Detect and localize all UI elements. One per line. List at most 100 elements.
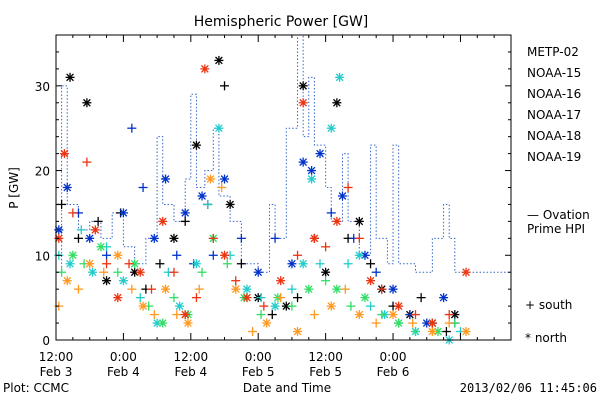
footer-plot-credit: Plot: CCMC xyxy=(3,381,69,395)
noaa-15-south-point xyxy=(102,250,112,260)
noaa-19-north-point xyxy=(242,293,252,303)
noaa-15-south-point xyxy=(138,183,148,192)
noaa-19-south-point xyxy=(354,233,364,243)
noaa-16-south-point xyxy=(315,259,325,269)
metp-02-south-point xyxy=(293,293,303,303)
legend-north-marker: * north xyxy=(525,331,567,345)
noaa-19-south-point xyxy=(343,183,353,192)
noaa-19-south-point xyxy=(68,208,78,218)
metp-02-south-point xyxy=(416,293,426,303)
noaa-18-south-point xyxy=(172,310,182,320)
noaa-17-north-point xyxy=(158,318,168,328)
noaa-15-north-point xyxy=(388,284,398,294)
x-tick-label-date: Feb 5 xyxy=(309,365,342,379)
noaa-15-south-point xyxy=(326,208,336,218)
noaa-18-north-point xyxy=(427,327,437,337)
noaa-18-south-point xyxy=(127,284,137,294)
noaa-19-north-point xyxy=(90,225,100,235)
noaa-19-south-point xyxy=(444,310,454,320)
metp-02-north-point xyxy=(65,72,75,82)
metp-02-north-point xyxy=(102,276,112,286)
noaa-18-north-point xyxy=(161,284,171,294)
noaa-19-north-point xyxy=(59,149,69,159)
noaa-19-south-point xyxy=(377,284,387,294)
metp-02-south-point xyxy=(93,216,103,226)
noaa-16-north-point xyxy=(307,174,317,184)
x-tick-label-time: 12:00 xyxy=(308,350,343,364)
noaa-16-north-point xyxy=(298,259,308,269)
metp-02-north-point xyxy=(82,98,92,108)
noaa-15-north-point xyxy=(307,166,317,176)
noaa-15-north-point xyxy=(62,183,72,192)
noaa-18-south-point xyxy=(248,327,258,337)
noaa-17-north-point xyxy=(68,250,78,260)
ovation-series-line xyxy=(56,34,511,273)
noaa-16-north-point xyxy=(191,259,201,269)
x-tick-label-date: Feb 3 xyxy=(40,365,73,379)
noaa-15-north-point xyxy=(298,157,308,167)
noaa-17-south-point xyxy=(222,259,232,269)
legend-entry-noaa-16: NOAA-16 xyxy=(527,87,581,101)
legend-entry-metp-02: METP-02 xyxy=(527,45,579,59)
noaa-17-north-point xyxy=(332,284,342,294)
noaa-16-south-point xyxy=(366,301,376,311)
noaa-18-north-point xyxy=(85,259,95,269)
metp-02-south-point xyxy=(180,216,190,226)
noaa-17-south-point xyxy=(377,310,387,320)
noaa-15-north-point xyxy=(180,208,190,218)
noaa-17-south-point xyxy=(256,310,266,320)
y-tick-label: 10 xyxy=(35,249,50,263)
noaa-19-north-point xyxy=(394,301,404,311)
noaa-18-north-point xyxy=(293,327,303,337)
noaa-19-north-point xyxy=(200,64,210,74)
x-tick-label-date: Feb 5 xyxy=(242,365,275,379)
noaa-19-south-point xyxy=(259,301,269,311)
legend-south-marker: + south xyxy=(525,298,572,312)
noaa-15-south-point xyxy=(172,250,182,260)
noaa-16-north-point xyxy=(326,123,336,133)
noaa-17-south-point xyxy=(197,267,207,277)
x-axis-label: Date and Time xyxy=(243,381,331,395)
noaa-19-south-point xyxy=(191,293,201,303)
noaa-19-south-point xyxy=(102,259,112,269)
noaa-15-south-point xyxy=(371,267,381,277)
noaa-19-south-point xyxy=(169,267,179,277)
footer-timestamp: 2013/02/06 11:45:06 xyxy=(460,381,597,395)
metp-02-north-point xyxy=(354,216,364,226)
noaa-17-north-point xyxy=(304,284,314,294)
noaa-19-south-point xyxy=(124,259,134,269)
metp-02-north-point xyxy=(225,199,235,209)
noaa-16-north-point xyxy=(214,123,224,133)
noaa-19-south-point xyxy=(411,310,421,320)
noaa-18-south-point xyxy=(217,183,227,192)
metp-02-south-point xyxy=(441,327,451,337)
noaa-19-south-point xyxy=(321,242,331,252)
y-tick-label: 20 xyxy=(35,165,50,179)
noaa-16-south-point xyxy=(256,293,266,303)
metp-02-north-point xyxy=(169,233,179,243)
y-axis-label: P [GW] xyxy=(7,167,21,209)
x-tick-label-date: Feb 4 xyxy=(174,365,207,379)
metp-02-south-point xyxy=(366,259,376,269)
noaa-18-north-point xyxy=(138,301,148,311)
metp-02-north-point xyxy=(214,55,224,65)
noaa-19-north-point xyxy=(135,267,145,277)
noaa-19-north-point xyxy=(158,216,168,226)
noaa-18-north-point xyxy=(231,284,241,294)
noaa-17-north-point xyxy=(360,293,370,303)
plot-frame xyxy=(55,34,512,341)
noaa-16-south-point xyxy=(287,284,297,294)
noaa-19-south-point xyxy=(82,157,92,167)
x-tick-label-time: 12:00 xyxy=(39,350,74,364)
noaa-18-north-point xyxy=(461,327,471,337)
noaa-18-north-point xyxy=(183,318,193,328)
noaa-18-south-point xyxy=(444,318,454,328)
noaa-16-north-point xyxy=(270,301,280,311)
noaa-19-south-point xyxy=(208,233,218,243)
noaa-18-north-point xyxy=(205,174,215,184)
noaa-18-north-point xyxy=(354,310,364,320)
x-tick-label-time: 0:00 xyxy=(110,350,137,364)
metp-02-north-point xyxy=(130,267,140,277)
noaa-16-south-point xyxy=(76,225,86,235)
noaa-16-north-point xyxy=(65,259,75,269)
